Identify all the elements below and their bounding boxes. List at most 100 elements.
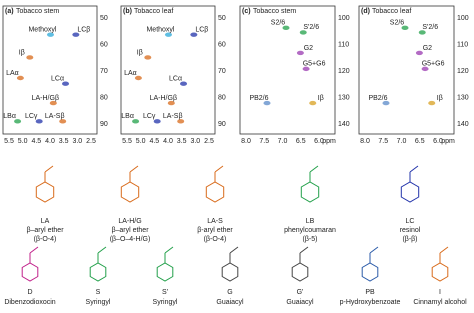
structure-name: p-Hydroxybenzoate [340,299,401,306]
peak-label: LAα [6,70,19,77]
peak-label: Iβ [19,49,25,56]
bond [229,246,239,254]
peak-label: LA-H/Gβ [32,95,59,102]
structure-name: resinol [400,227,421,234]
cross-peak [49,100,57,106]
peak-label: PB2/6 [249,95,268,102]
y-tick-label: 60 [218,41,226,48]
cross-peak [16,75,24,81]
structure-code: G [227,289,232,296]
x-tick-label: 3.0 [190,138,200,145]
bond [97,246,107,254]
y-tick-label: 130 [338,94,350,101]
spectrum-frame [358,5,455,135]
spectrum-frame [239,5,336,135]
x-tick-label: 3.0 [72,138,82,145]
spectrum-frame [120,5,216,135]
y-tick-label: 70 [218,68,226,75]
bond [409,165,419,173]
benzene-ring [431,262,449,282]
structure-code: D [27,289,32,296]
peak-label: Iβ [318,95,324,102]
structure-linkage: (β-5) [303,236,318,243]
cross-peak [421,66,429,72]
benzene-ring [400,181,420,203]
structure-name: β–aryl ether [26,227,64,234]
peak-label: S2/6 [390,20,405,27]
cross-peak [415,50,423,56]
structure-name: β–aryl ether [111,227,149,234]
structure-code: G' [297,289,304,296]
cross-peak [26,55,34,60]
structure-linkage: (β–O–4-H/G) [110,236,151,243]
x-unit: ppm [441,138,455,145]
benzene-ring [21,262,39,282]
x-tick-label: 6.0 [314,138,324,145]
cross-peak [167,100,175,106]
cross-peak [153,119,161,124]
x-tick-label: 4.0 [163,138,173,145]
cross-peak [401,25,409,31]
bond [129,165,139,173]
y-tick-label: 90 [100,121,108,128]
benzene-ring [361,262,379,282]
panel-title: Tobacco stem [16,8,59,15]
y-tick-label: 50 [100,15,108,22]
peak-label: LCα [169,76,182,83]
benzene-ring [221,262,239,282]
structure-code: PB [365,289,375,296]
benzene-ring [156,262,174,282]
x-tick-label: 7.0 [397,138,407,145]
benzene-ring [35,181,55,203]
bond [164,246,174,254]
cross-peak [14,119,22,124]
x-tick-label: 8.0 [241,138,251,145]
peak-label: Methoxyl [28,27,56,34]
cross-peak [282,25,290,31]
panel-letter: (a) [5,8,14,15]
x-unit: ppm [322,138,336,145]
panel-title: Tobacco leaf [134,8,173,15]
x-tick-label: 4.5 [149,138,159,145]
x-tick-label: 7.0 [278,138,288,145]
y-tick-label: 120 [457,68,469,75]
x-tick-label: 4.5 [31,138,41,145]
bond [309,165,319,173]
cross-peak [428,100,436,106]
y-tick-label: 60 [100,41,108,48]
y-tick-label: 130 [457,94,469,101]
panel-letter: (c) [242,8,251,15]
structure-name: β-aryl ether [197,227,233,234]
benzene-ring [205,181,225,203]
x-tick-label: 7.5 [259,138,269,145]
peak-label: LA-H/Gβ [150,95,177,102]
x-tick-label: 2.5 [86,138,96,145]
y-tick-label: 140 [338,121,350,128]
peak-label: G5+G6 [303,61,326,68]
peak-label: LA-Sβ [163,113,183,120]
peak-label: LA-Sβ [45,113,65,120]
peak-label: Iβ [437,95,443,102]
cross-peak [180,81,188,86]
y-tick-label: 90 [218,121,226,128]
cross-peak [144,55,152,60]
x-tick-label: 5.5 [122,138,132,145]
cross-peak [46,32,54,37]
y-tick-label: 120 [338,68,350,75]
structure-code: LA-S [207,218,223,225]
structure-name: Syringyl [86,299,111,306]
cross-peak [35,119,43,124]
y-tick-label: 110 [457,41,468,48]
bond [299,246,309,254]
peak-label: G2 [304,45,313,52]
cross-peak [382,100,390,106]
panel-letter: (b) [123,8,132,15]
cross-peak [263,100,271,106]
y-tick-label: 140 [457,121,469,128]
structure-name: phenylcoumaran [284,227,336,234]
cross-peak [299,30,307,35]
cross-peak [302,66,310,72]
benzene-ring [89,262,107,282]
panel-letter: (d) [361,8,370,15]
panel-title: Tobacco stem [253,8,296,15]
